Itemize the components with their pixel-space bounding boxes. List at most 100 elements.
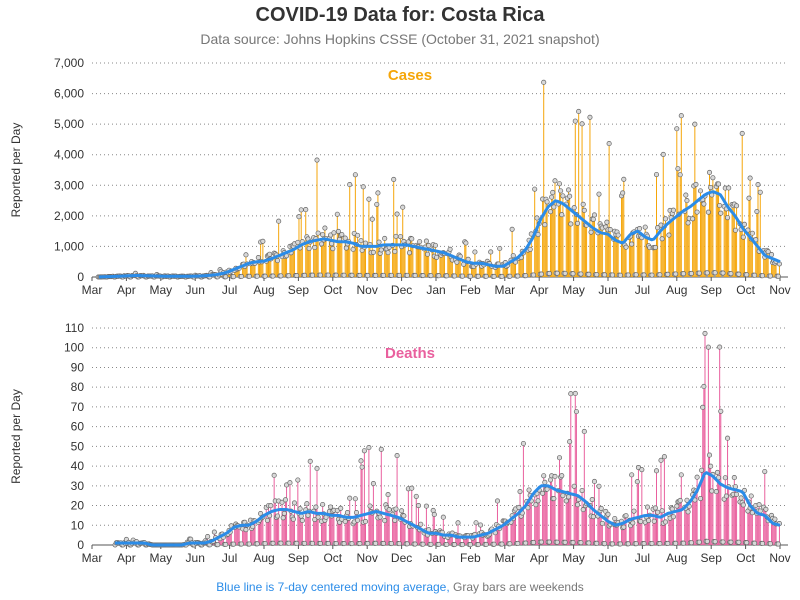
data-point	[385, 250, 391, 256]
data-point	[382, 518, 388, 524]
data-point	[551, 204, 557, 210]
x-tick-label: May	[562, 283, 585, 297]
data-point	[386, 507, 392, 513]
x-tick-label: Apr	[117, 283, 136, 297]
data-point	[531, 539, 537, 546]
x-tick-label: Apr	[117, 551, 136, 565]
data-point	[491, 541, 497, 547]
data-point	[472, 249, 478, 255]
data-point	[467, 273, 473, 279]
data-point	[602, 272, 608, 278]
data-point	[381, 272, 387, 278]
data-point	[556, 181, 563, 187]
data-point	[700, 404, 706, 410]
data-point	[775, 273, 781, 279]
data-point	[731, 475, 737, 481]
data-point	[420, 273, 426, 279]
data-point	[749, 230, 755, 236]
x-tick-label: Nov	[357, 283, 378, 297]
data-point	[412, 541, 418, 547]
data-point	[683, 192, 689, 198]
data-point	[714, 469, 720, 475]
data-point	[483, 541, 489, 547]
data-point	[376, 239, 382, 245]
data-point	[697, 188, 704, 194]
data-point	[243, 252, 249, 258]
data-point	[638, 518, 644, 525]
data-point	[696, 270, 702, 276]
data-point	[317, 540, 323, 546]
data-point	[355, 517, 361, 523]
data-point	[634, 479, 640, 485]
data-point	[732, 227, 738, 233]
data-point	[215, 542, 221, 548]
data-point	[331, 230, 337, 236]
data-point	[478, 522, 484, 528]
data-point	[296, 214, 302, 220]
data-point	[318, 241, 325, 247]
data-point	[317, 272, 323, 278]
data-point	[736, 271, 742, 277]
data-point	[309, 272, 316, 278]
x-tick-label: Jun	[186, 551, 205, 565]
data-point	[475, 541, 481, 548]
data-point	[420, 541, 426, 547]
x-tick-label: Sep	[701, 283, 723, 297]
data-point	[717, 202, 723, 209]
x-tick-label: Apr	[530, 283, 549, 297]
data-point	[432, 242, 438, 248]
data-point	[649, 540, 655, 547]
data-point	[651, 518, 657, 524]
data-point	[565, 187, 572, 193]
data-point	[741, 221, 748, 227]
data-point	[491, 273, 497, 279]
data-point	[655, 509, 661, 515]
data-point	[688, 540, 695, 546]
cases-chart: 0 1,000 2,000 3,000 4,000 5,000 6,000 7,000 Mar A…	[9, 56, 791, 297]
data-point	[520, 440, 526, 447]
data-point	[746, 195, 752, 201]
data-point	[660, 151, 666, 157]
data-point	[423, 503, 429, 509]
data-point	[370, 249, 376, 255]
data-point	[685, 509, 691, 515]
data-point	[509, 226, 515, 232]
data-point	[347, 495, 353, 501]
data-point	[312, 244, 318, 251]
data-point	[523, 273, 529, 279]
data-point	[463, 240, 469, 246]
y-tick-label: 40	[71, 459, 85, 473]
x-tick-label: Feb	[460, 551, 481, 565]
data-point	[303, 207, 309, 213]
data-point	[701, 383, 707, 390]
data-point	[423, 238, 429, 244]
data-point	[299, 517, 305, 524]
data-point	[573, 409, 579, 415]
data-point	[400, 204, 406, 210]
data-point	[549, 194, 555, 200]
data-point	[365, 272, 371, 279]
data-point	[534, 215, 540, 221]
data-point	[339, 231, 345, 238]
data-point	[718, 408, 724, 414]
x-tick-label: Jul	[222, 283, 237, 297]
data-point	[507, 273, 513, 279]
data-point	[570, 539, 576, 546]
x-tick-label: Jun	[186, 283, 205, 297]
data-point	[673, 540, 679, 546]
data-point	[295, 239, 301, 245]
x-tick-label: Nov	[769, 551, 790, 565]
data-point	[223, 541, 229, 547]
data-point	[708, 463, 714, 469]
x-tick-label: Nov	[357, 551, 378, 565]
data-point	[394, 453, 400, 459]
data-point	[542, 479, 548, 485]
data-point	[473, 520, 479, 526]
data-point	[599, 520, 605, 526]
data-point	[494, 498, 501, 504]
data-point	[560, 493, 566, 499]
data-point	[720, 539, 726, 545]
x-tick-label: Jul	[222, 551, 237, 565]
y-tick-label: 80	[71, 380, 85, 394]
data-point	[230, 541, 237, 547]
